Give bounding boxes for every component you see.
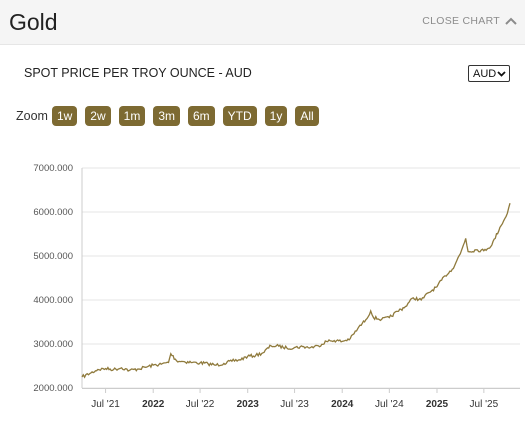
y-axis-ticks: 2000.000 3000.000 4000.000 5000.000 6000.000… <box>33 163 73 394</box>
chevron-up-icon <box>505 17 517 25</box>
x-tick-label: Jul '24 <box>375 399 404 410</box>
y-tick-label: 5000.000 <box>33 251 73 262</box>
grid-lines <box>81 167 520 389</box>
x-tick-label: 2025 <box>426 399 449 410</box>
y-tick-label: 4000.000 <box>33 295 73 306</box>
chart-header: Gold CLOSE CHART <box>0 0 525 45</box>
x-axis-ticks: Jul '21 2022 Jul '22 2023 Jul '23 2024 Jul '24… <box>91 388 499 410</box>
y-tick-label: 7000.000 <box>33 163 73 174</box>
currency-value: AUD <box>473 67 497 80</box>
close-chart-button[interactable]: CLOSE CHART <box>422 15 517 27</box>
y-tick-label: 3000.000 <box>33 339 73 350</box>
price-series-line <box>81 203 511 379</box>
zoom-label: Zoom <box>16 109 48 123</box>
zoom-3m-button[interactable]: 3m <box>153 106 180 126</box>
x-tick-label: Jul '25 <box>470 399 499 410</box>
chart-subtitle: SPOT PRICE PER TROY OUNCE - AUD <box>24 66 252 80</box>
close-chart-label: CLOSE CHART <box>422 15 500 27</box>
zoom-6m-button[interactable]: 6m <box>187 106 215 126</box>
price-chart[interactable]: 2000.000 3000.000 4000.000 5000.000 6000.000… <box>0 150 525 423</box>
x-tick-label: Jul '21 <box>91 399 120 410</box>
zoom-all-button[interactable]: All <box>295 106 319 126</box>
y-tick-label: 2000.000 <box>33 383 73 394</box>
x-tick-label: 2023 <box>237 399 260 410</box>
zoom-ytd-button[interactable]: YTD <box>222 106 257 126</box>
zoom-2w-button[interactable]: 2w <box>85 106 111 126</box>
currency-select[interactable]: AUD <box>468 65 510 82</box>
x-tick-label: 2022 <box>142 399 165 410</box>
x-tick-label: Jul '23 <box>280 399 309 410</box>
zoom-1m-button[interactable]: 1m <box>118 106 146 126</box>
chevron-down-icon <box>497 68 506 80</box>
zoom-controls: Zoom 1w 2w 1m 3m 6m YTD 1y All <box>16 106 327 126</box>
x-tick-label: Jul '22 <box>186 399 215 410</box>
x-tick-label: 2024 <box>331 399 354 410</box>
zoom-1w-button[interactable]: 1w <box>51 106 78 126</box>
y-tick-label: 6000.000 <box>33 207 73 218</box>
page-title: Gold <box>9 9 58 35</box>
zoom-1y-button[interactable]: 1y <box>264 106 288 126</box>
